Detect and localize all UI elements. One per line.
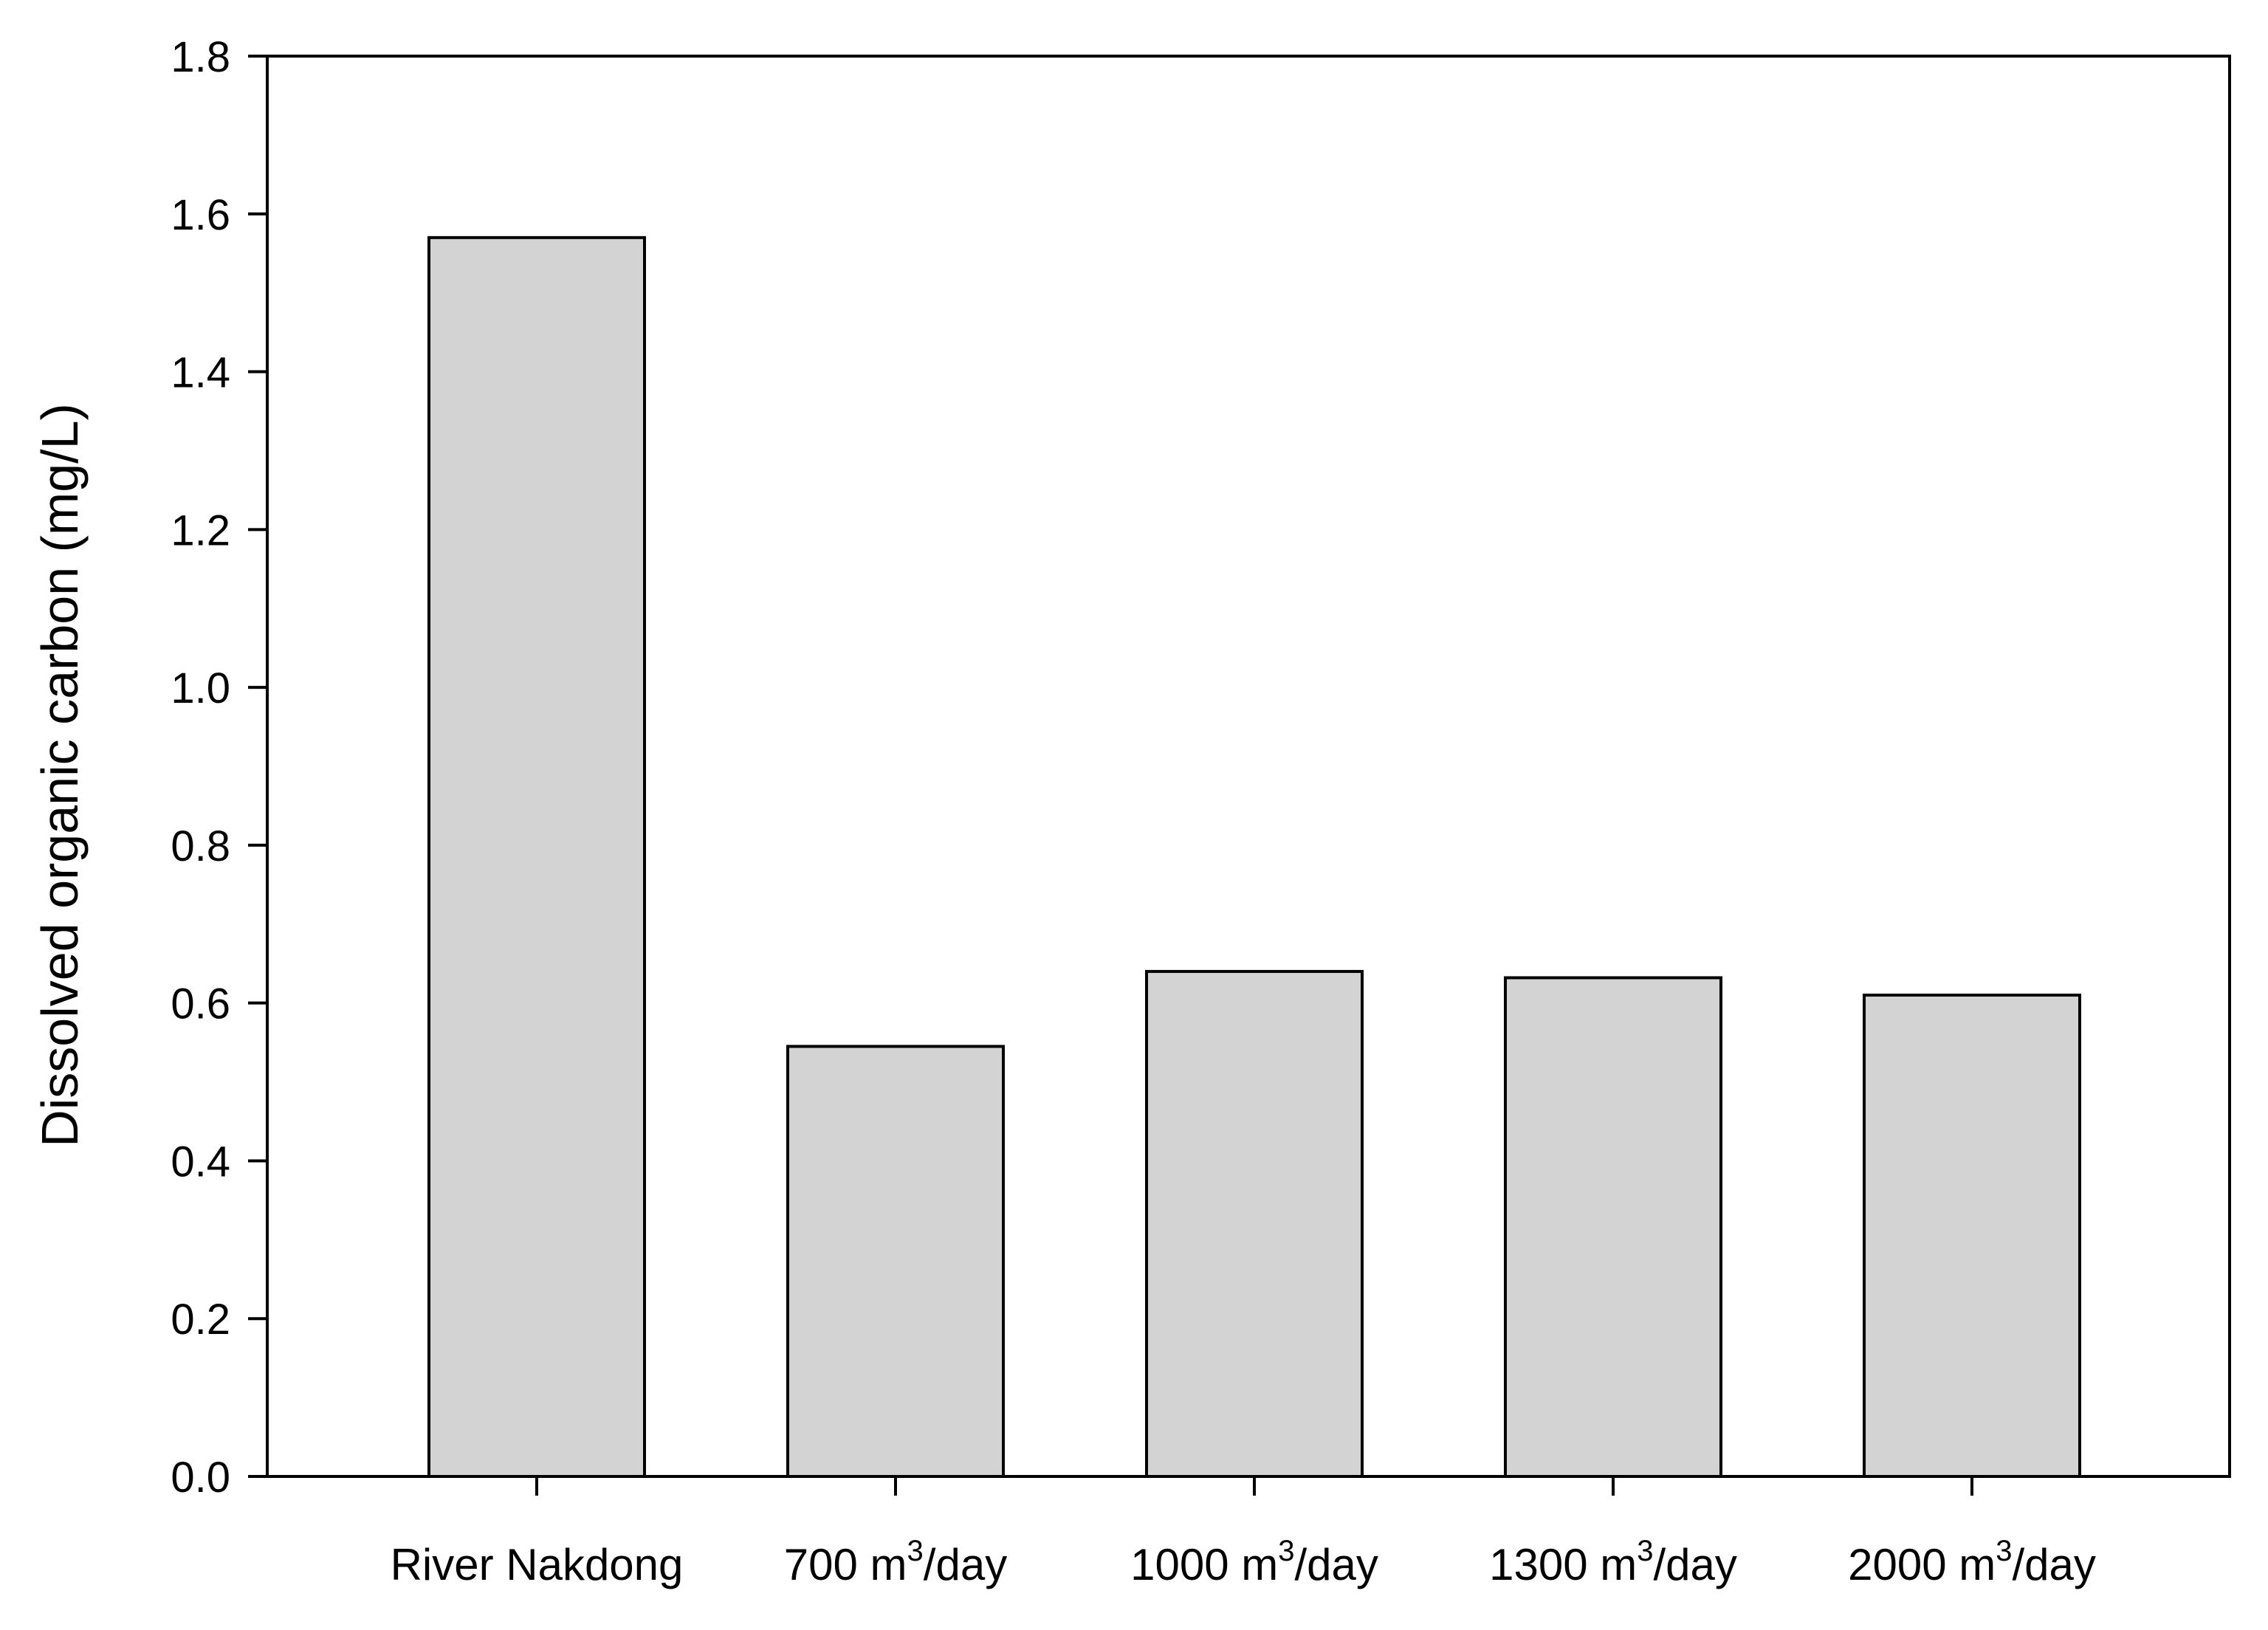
y-tick-label: 1.6 [171, 191, 230, 239]
y-tick-label: 1.2 [171, 506, 230, 554]
x-tick-label: 1300 m3/day [1489, 1535, 1737, 1589]
y-axis-title: Dissolved organic carbon (mg/L) [31, 403, 89, 1147]
y-tick-label: 0.0 [171, 1454, 230, 1502]
x-tick-label: 700 m3/day [784, 1535, 1007, 1589]
x-tick-label: River Nakdong [391, 1540, 684, 1589]
y-tick-label: 0.8 [171, 822, 230, 870]
bar [1145, 969, 1364, 1478]
y-tick-label: 0.6 [171, 980, 230, 1028]
y-tick-label: 1.4 [171, 349, 230, 397]
y-tick-label: 1.0 [171, 664, 230, 712]
y-tick-label: 1.8 [171, 33, 230, 81]
bar [427, 235, 646, 1478]
y-tick-label: 0.4 [171, 1138, 230, 1186]
plot-frame [266, 55, 2231, 1478]
bar [786, 1045, 1005, 1478]
bar [1504, 976, 1722, 1479]
bar [1863, 993, 2081, 1478]
x-tick-label: 2000 m3/day [1848, 1535, 2096, 1589]
x-tick-label: 1000 m3/day [1130, 1535, 1378, 1589]
y-tick-label: 0.2 [171, 1296, 230, 1344]
